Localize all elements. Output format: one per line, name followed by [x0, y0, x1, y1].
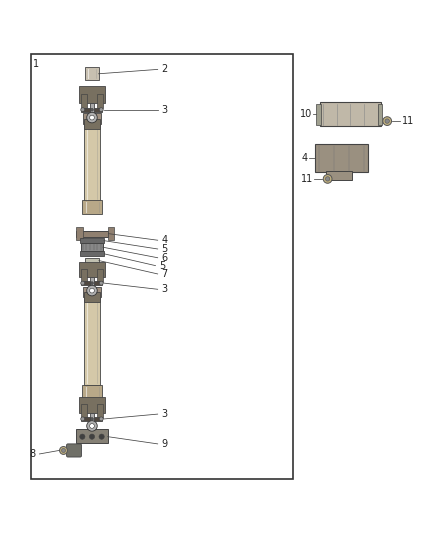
Circle shape [61, 448, 65, 453]
Bar [81, 405, 87, 418]
Bar [82, 385, 102, 398]
Bar [83, 287, 101, 297]
Bar [85, 258, 99, 263]
Bar [76, 430, 108, 442]
Circle shape [91, 417, 93, 421]
Circle shape [91, 108, 93, 111]
Text: 11: 11 [301, 174, 313, 184]
Bar [97, 269, 103, 282]
Bar [31, 54, 293, 479]
Text: 5: 5 [161, 244, 167, 254]
Circle shape [99, 281, 103, 285]
Bar [84, 120, 100, 201]
Bar [85, 67, 99, 80]
Text: 9: 9 [161, 439, 167, 449]
Bar [97, 94, 103, 108]
Bar [75, 231, 109, 237]
Circle shape [385, 119, 389, 123]
Text: 11: 11 [402, 116, 414, 126]
Circle shape [99, 434, 104, 439]
Circle shape [90, 115, 94, 120]
Circle shape [80, 434, 85, 439]
Text: 4: 4 [301, 153, 307, 163]
Text: 8: 8 [30, 449, 36, 459]
Circle shape [325, 177, 330, 181]
Circle shape [81, 281, 85, 285]
FancyBboxPatch shape [67, 444, 81, 457]
Circle shape [90, 288, 94, 293]
Bar [84, 119, 100, 128]
Bar [81, 94, 87, 108]
Circle shape [99, 417, 103, 421]
Text: 6: 6 [161, 253, 167, 263]
Bar [84, 398, 100, 400]
Text: 3: 3 [161, 409, 167, 419]
Text: 10: 10 [300, 109, 312, 119]
Circle shape [81, 417, 85, 421]
Text: 5: 5 [159, 261, 165, 271]
Bar [326, 172, 352, 180]
Circle shape [91, 282, 93, 285]
Bar [90, 277, 94, 289]
Bar [107, 227, 114, 240]
Circle shape [87, 112, 97, 123]
Circle shape [383, 117, 392, 125]
Bar [84, 293, 100, 385]
Bar [81, 281, 102, 285]
Text: 2: 2 [161, 64, 167, 75]
Bar [90, 413, 94, 425]
Bar [84, 292, 100, 302]
Text: 4: 4 [161, 235, 167, 245]
Bar [81, 243, 103, 251]
Circle shape [89, 434, 95, 439]
Bar [79, 262, 105, 278]
Text: 1: 1 [33, 59, 39, 69]
Bar [80, 238, 104, 243]
Text: 3: 3 [161, 284, 167, 294]
Bar [80, 251, 104, 256]
Circle shape [81, 108, 85, 112]
Circle shape [323, 174, 332, 183]
Bar [82, 200, 102, 214]
Text: 3: 3 [161, 104, 167, 115]
Bar [90, 103, 94, 116]
Circle shape [99, 108, 103, 112]
Bar [76, 227, 82, 240]
Bar [79, 86, 105, 103]
Bar [81, 269, 87, 282]
Bar [81, 417, 102, 421]
Circle shape [87, 285, 97, 296]
Bar [316, 104, 321, 125]
Bar [79, 398, 105, 413]
Bar [378, 104, 382, 125]
Bar [320, 102, 381, 126]
Bar [97, 405, 103, 418]
Text: 7: 7 [161, 269, 167, 279]
Bar [81, 108, 102, 112]
Bar [83, 113, 101, 124]
Circle shape [90, 424, 94, 429]
Bar [315, 144, 368, 172]
Circle shape [60, 447, 67, 455]
Circle shape [87, 421, 97, 431]
